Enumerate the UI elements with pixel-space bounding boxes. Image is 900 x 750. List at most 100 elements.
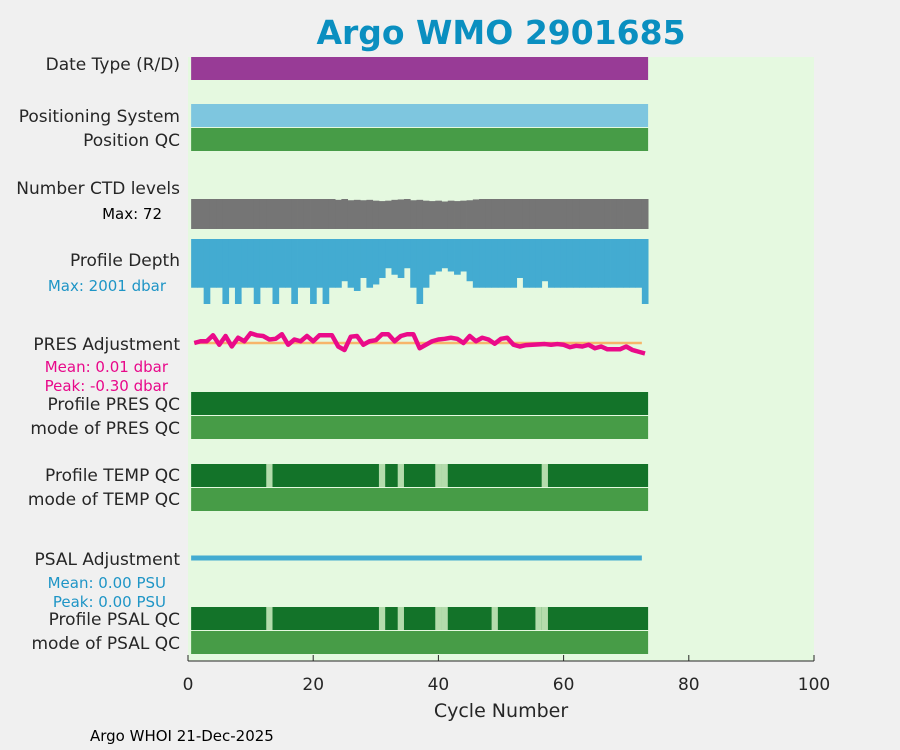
data-bars bbox=[191, 57, 649, 654]
temp-qc-flag bbox=[441, 464, 448, 487]
x-tick-label: 100 bbox=[798, 675, 830, 695]
profile-depth-bar bbox=[366, 239, 374, 288]
profile-depth-bar bbox=[623, 239, 630, 288]
psal-qc-flag bbox=[491, 607, 498, 630]
ctd-level-bar bbox=[353, 199, 361, 229]
profile-depth-bar bbox=[197, 239, 205, 288]
profile-depth-bar bbox=[591, 239, 599, 288]
ctd-level-bar bbox=[429, 201, 436, 229]
profile-depth-bar bbox=[278, 239, 286, 288]
ctd-level-bar bbox=[360, 200, 367, 229]
psal-qc-flag bbox=[541, 607, 548, 630]
ctd-level-bar bbox=[566, 199, 574, 229]
profile-depth-bar bbox=[422, 239, 430, 288]
profile-depth-bar bbox=[554, 239, 561, 288]
ctd-level-bar bbox=[616, 199, 624, 229]
label-date-type: Date Type (R/D) bbox=[46, 55, 180, 75]
profile-depth-bar bbox=[378, 239, 386, 278]
profile-depth-bar bbox=[259, 239, 267, 288]
ctd-level-bar bbox=[247, 199, 255, 229]
ctd-level-bar bbox=[228, 199, 236, 229]
profile-depth-bar bbox=[228, 239, 236, 288]
profile-depth-bar bbox=[504, 239, 511, 288]
profile-depth-bar bbox=[547, 239, 555, 288]
ctd-level-bar bbox=[316, 199, 323, 229]
label-profile-pres-qc: Profile PRES QC bbox=[47, 395, 180, 415]
psal-qc-flag bbox=[441, 607, 448, 630]
profile-depth-bar bbox=[241, 239, 248, 288]
psal-qc-flag bbox=[435, 607, 442, 630]
ctd-level-bar bbox=[504, 199, 511, 229]
label-mode-pres-qc: mode of PRES QC bbox=[30, 419, 180, 439]
profile-depth-bar bbox=[234, 239, 242, 304]
profile-depth-bar bbox=[447, 239, 455, 272]
ctd-level-bar bbox=[209, 199, 217, 229]
pres-mean-stat: Mean: 0.01 dbar bbox=[45, 358, 169, 376]
profile-depth-bar bbox=[253, 239, 261, 304]
profile-depth-bar bbox=[191, 239, 198, 288]
ctd-level-bar bbox=[328, 199, 336, 229]
ctd-level-bar bbox=[391, 199, 399, 229]
profile-depth-bar bbox=[297, 239, 305, 288]
profile-depth-bar bbox=[335, 239, 342, 288]
profile-depth-bar bbox=[303, 239, 311, 288]
profile-depth-bar bbox=[397, 239, 405, 278]
psal-qc-flag bbox=[535, 607, 542, 630]
ctd-level-bar bbox=[335, 199, 342, 229]
profile-depth-bar bbox=[222, 239, 230, 304]
profile-depth-bar bbox=[441, 239, 449, 269]
ctd-level-bar bbox=[585, 199, 593, 229]
profile-depth-bar bbox=[472, 239, 480, 288]
profile-depth-bar bbox=[203, 239, 211, 304]
profile-depth-bar bbox=[610, 239, 618, 288]
x-tick-label: 80 bbox=[678, 675, 700, 695]
profile-temp-qc-bar bbox=[191, 464, 649, 487]
ctd-level-bar bbox=[497, 199, 505, 229]
profile-depth-bar bbox=[216, 239, 223, 288]
ctd-level-bar bbox=[378, 201, 386, 229]
ctd-level-bar bbox=[322, 199, 330, 229]
profile-depth-bar bbox=[510, 239, 518, 288]
ctd-level-bar bbox=[529, 199, 536, 229]
ctd-level-bar bbox=[598, 199, 605, 229]
ctd-level-bar bbox=[266, 199, 273, 229]
ctd-level-bar bbox=[197, 199, 205, 229]
label-profile-depth: Profile Depth bbox=[70, 251, 180, 271]
profile-depth-bar bbox=[560, 239, 568, 288]
ctd-level-bar bbox=[454, 201, 461, 229]
profile-depth-bar bbox=[485, 239, 493, 288]
psal-qc-flag bbox=[397, 607, 404, 630]
mode-pres-qc-bar bbox=[191, 416, 649, 439]
profile-depth-bar bbox=[535, 239, 543, 288]
ctd-level-bar bbox=[403, 199, 411, 229]
ctd-level-bar bbox=[447, 200, 455, 229]
profile-depth-bar bbox=[572, 239, 580, 288]
ctd-level-bar bbox=[554, 199, 561, 229]
profile-depth-bar bbox=[566, 239, 574, 288]
ctd-level-bar bbox=[341, 199, 349, 229]
pres-peak-stat: Peak: -0.30 dbar bbox=[45, 377, 169, 395]
profile-depth-bar bbox=[410, 239, 417, 288]
ctd-level-bar bbox=[216, 199, 223, 229]
profile-depth-bar bbox=[391, 239, 399, 275]
x-axis-label: Cycle Number bbox=[434, 700, 568, 722]
profile-depth-bar bbox=[322, 239, 330, 304]
profile-depth-bar bbox=[416, 239, 424, 304]
profile-depth-bar bbox=[616, 239, 624, 288]
profile-depth-bar bbox=[460, 239, 467, 272]
ctd-level-bar bbox=[297, 199, 305, 229]
profile-depth-bar bbox=[285, 239, 292, 288]
ctd-level-bar bbox=[203, 199, 211, 229]
x-tick-label: 20 bbox=[302, 675, 324, 695]
ctd-level-bar bbox=[629, 199, 636, 229]
ctd-level-bar bbox=[604, 199, 611, 229]
profile-depth-bar bbox=[598, 239, 605, 288]
ctd-level-bar bbox=[241, 199, 248, 229]
ctd-level-bar bbox=[234, 199, 242, 229]
ctd-level-bar bbox=[366, 199, 374, 229]
label-profile-temp-qc: Profile TEMP QC bbox=[45, 466, 180, 486]
ctd-level-bar bbox=[435, 200, 442, 229]
psal-peak-stat: Peak: 0.00 PSU bbox=[53, 593, 166, 611]
ctd-level-bar bbox=[516, 199, 524, 229]
